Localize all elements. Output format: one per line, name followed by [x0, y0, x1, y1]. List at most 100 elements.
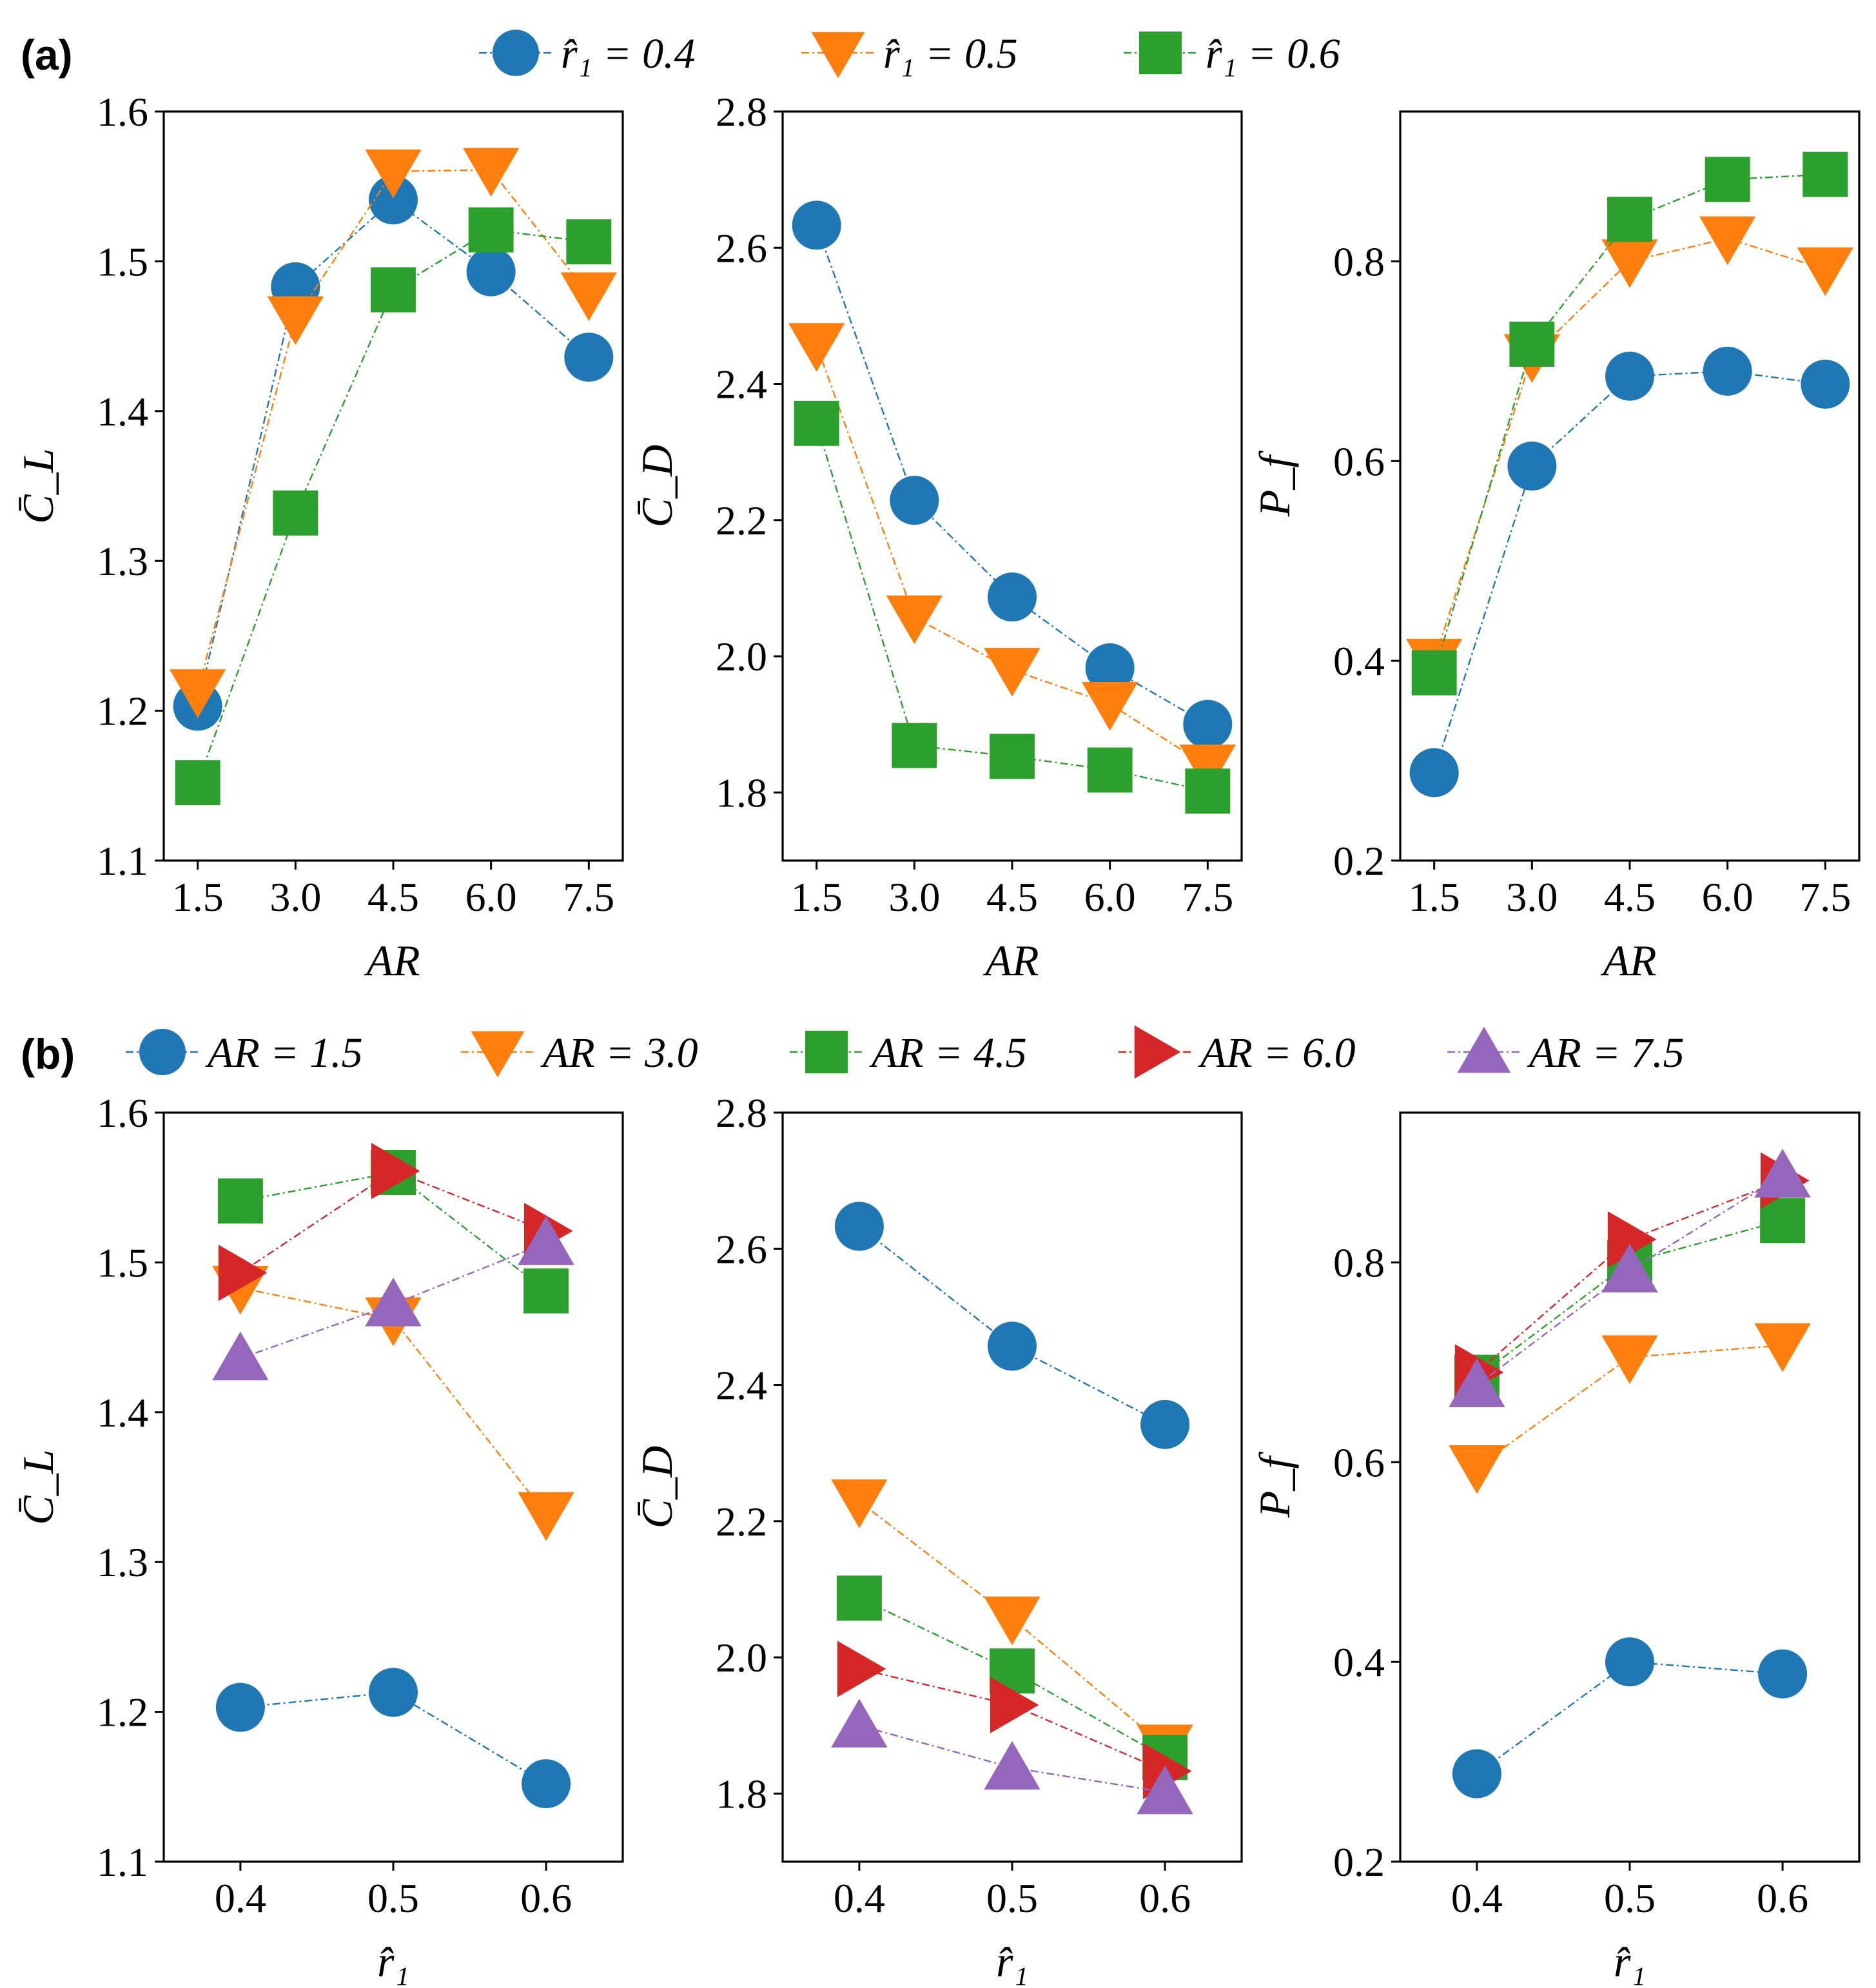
data-point: [169, 669, 226, 718]
data-point: [1507, 442, 1557, 491]
y-tick-label: 2.6: [716, 1226, 767, 1272]
series-line: [816, 423, 1208, 792]
x-tick-label: 3.0: [1506, 874, 1558, 920]
data-point: [365, 1277, 422, 1327]
series-line: [197, 229, 589, 783]
data-point: [560, 272, 618, 322]
data-point: [988, 1321, 1037, 1371]
legend-marker: [471, 1031, 525, 1078]
series-triangle-down: [1405, 216, 1854, 688]
x-tick-label: 0.4: [834, 1875, 885, 1921]
y-tick-label: 0.6: [1333, 438, 1385, 484]
legend-marker: [1134, 1025, 1181, 1079]
data-point: [1601, 1335, 1658, 1385]
chart-panel-b1: 0.4 0.5 0.6 1.1 1.2 1.3 1.4 1.5 1.6 r̂₁ C̄_L: [14, 1090, 624, 1986]
y-tick-label: 1.1: [97, 838, 148, 884]
y-tick-label: 2.2: [716, 1499, 767, 1545]
chart-panel-a1: 1.5 3.0 4.5 6.0 7.5 1.1 1.2 1.3 1.4 1.5 1.6 AR C̄_L: [14, 89, 624, 985]
data-point: [1087, 747, 1133, 793]
data-point: [371, 267, 416, 313]
data-point: [1185, 768, 1231, 814]
data-point: [990, 1677, 1039, 1733]
data-point: [788, 323, 845, 372]
series-circle: [1452, 1637, 1808, 1798]
series-triangle-right: [218, 1142, 573, 1301]
series-circle: [173, 175, 614, 731]
y-tick-label: 0.8: [1333, 1240, 1385, 1285]
series-line: [816, 225, 1208, 725]
y-tick-label: 1.8: [716, 770, 767, 815]
data-point: [365, 149, 422, 199]
y-tick-label: 0.8: [1333, 239, 1385, 284]
y-tick-label: 1.2: [97, 1690, 148, 1735]
chart-panel-a2: 1.5 3.0 4.5 6.0 7.5 1.8 2.0 2.2 2.4 2.6 2.8 AR C̄_D: [632, 89, 1243, 985]
legend-entry-label: AR = 1.5: [205, 1029, 363, 1077]
legend-marker: [1457, 1026, 1511, 1073]
series-line: [859, 1501, 1166, 1748]
data-point: [1409, 748, 1459, 797]
series-triangle-down: [788, 323, 1236, 794]
series-line: [1476, 1344, 1783, 1468]
data-point: [1137, 1765, 1193, 1815]
chart-panel-b2: 0.4 0.5 0.6 1.8 2.0 2.2 2.4 2.6 2.8 r̂₁ C̄_D: [632, 1090, 1243, 1986]
data-point: [369, 175, 418, 225]
data-point: [212, 1331, 269, 1381]
y-tick-label: 2.0: [716, 634, 767, 679]
series-square: [1411, 151, 1848, 696]
y-tick-label: 1.8: [716, 1771, 767, 1817]
y-tick-label: 1.5: [97, 239, 148, 284]
x-tick-label: 4.5: [986, 874, 1038, 920]
y-tick-label: 2.6: [716, 225, 767, 271]
data-point: [831, 1479, 888, 1528]
legend-marker: [493, 30, 539, 76]
y-tick-label: 0.2: [1333, 1839, 1385, 1885]
x-tick-label: 0.6: [520, 1875, 572, 1921]
data-point: [1754, 1323, 1811, 1372]
series-line: [197, 199, 590, 707]
series-line: [240, 1691, 547, 1785]
legend-marker: [805, 1030, 848, 1074]
series-line: [240, 1171, 547, 1292]
y-axis-label: C̄_D: [632, 445, 681, 527]
x-tick-label: 3.0: [269, 874, 321, 920]
series-circle: [215, 1668, 571, 1809]
data-point: [1411, 650, 1457, 696]
legend-marker: [139, 1029, 186, 1075]
data-point: [1081, 681, 1138, 731]
data-point: [792, 200, 841, 250]
y-axis-label: P_f: [1250, 1452, 1299, 1519]
y-tick-label: 1.4: [97, 1390, 148, 1436]
series-triangle-down: [1449, 1323, 1811, 1494]
y-axis-label: C̄_L: [14, 1449, 63, 1525]
y-tick-label: 1.4: [97, 389, 148, 434]
data-point: [990, 734, 1035, 779]
series-square: [794, 400, 1231, 814]
data-point: [273, 490, 318, 536]
y-tick-label: 1.1: [97, 1839, 148, 1885]
data-point: [837, 1641, 886, 1697]
data-point: [518, 1492, 574, 1541]
y-tick-label: 1.5: [97, 1240, 148, 1285]
y-axis-label: C̄_L: [14, 448, 63, 523]
y-tick-label: 1.6: [97, 89, 148, 135]
panel-label: (b): [21, 1030, 75, 1078]
x-tick-label: 7.5: [563, 874, 614, 920]
data-point: [267, 296, 324, 346]
data-point: [1140, 1399, 1190, 1449]
data-point: [831, 1699, 888, 1748]
data-point: [886, 595, 943, 645]
series-line: [1433, 370, 1826, 774]
data-point: [984, 1740, 1041, 1790]
x-axis-label: r̂₁: [1614, 1937, 1646, 1986]
series-line: [859, 1597, 1166, 1759]
y-tick-label: 2.2: [716, 498, 767, 543]
legend-entry-label: AR = 7.5: [1527, 1029, 1685, 1077]
data-point: [984, 1596, 1041, 1646]
data-point: [566, 219, 612, 265]
x-axis-label: AR: [982, 936, 1039, 985]
x-tick-label: 7.5: [1799, 874, 1851, 920]
x-tick-label: 0.6: [1139, 1875, 1191, 1921]
y-tick-label: 1.3: [97, 538, 148, 584]
data-point: [794, 400, 839, 446]
